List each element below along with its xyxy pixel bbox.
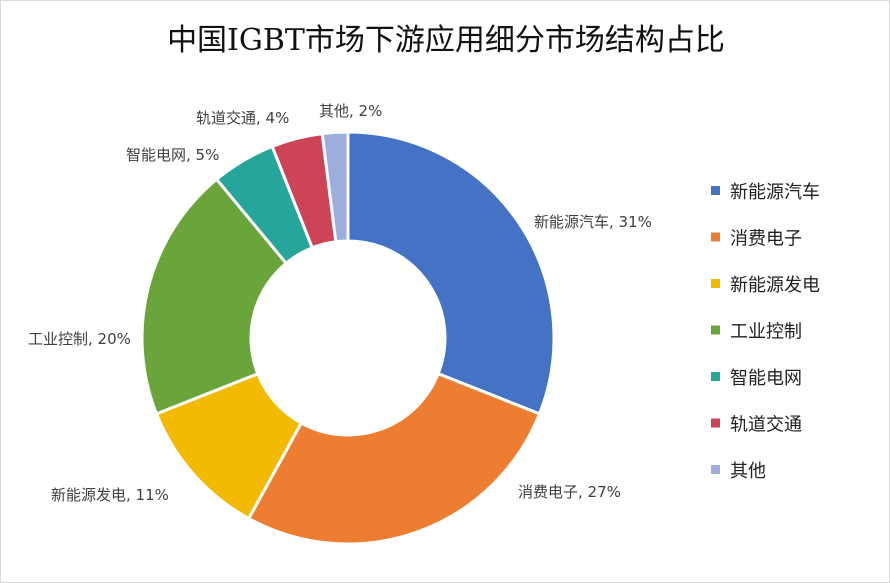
legend-label: 智能电网 [730, 368, 802, 389]
legend-swatch [711, 418, 720, 428]
data-label: 消费电子, 27% [518, 483, 621, 501]
data-label: 工业控制, 20% [28, 330, 131, 348]
legend-swatch [711, 372, 720, 381]
chart-title: 中国IGBT市场下游应用细分市场结构占比 [167, 23, 725, 58]
legend-label: 其他 [730, 461, 766, 482]
donut-slice-1 [246, 371, 542, 546]
donut-slice-3 [140, 177, 289, 416]
legend-label: 新能源汽车 [730, 182, 820, 203]
legend-swatch [711, 465, 720, 474]
legend-swatch [711, 279, 720, 288]
data-label: 新能源汽车, 31% [534, 213, 652, 231]
legend-label: 轨道交通 [730, 415, 802, 436]
data-label: 轨道交通, 4% [196, 109, 289, 127]
data-label: 其他, 2% [319, 102, 382, 120]
data-label: 新能源发电, 11% [51, 486, 169, 504]
data-label: 智能电网, 5% [126, 146, 219, 164]
donut-slice-6 [320, 130, 350, 244]
legend-swatch [711, 232, 720, 242]
legend-label: 工业控制 [730, 322, 802, 343]
legend-swatch [711, 325, 720, 335]
legend-label: 消费电子 [730, 229, 802, 250]
legend-swatch [711, 186, 720, 195]
donut-slice-0 [346, 130, 556, 416]
legend-label: 新能源发电 [730, 275, 820, 296]
